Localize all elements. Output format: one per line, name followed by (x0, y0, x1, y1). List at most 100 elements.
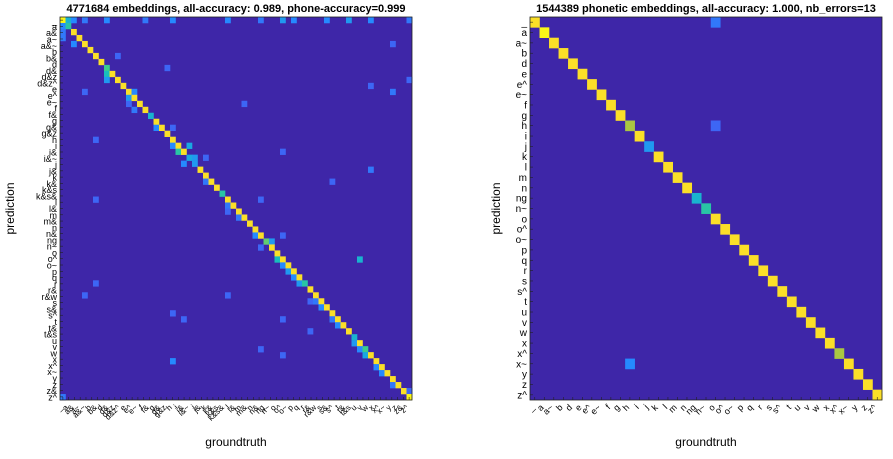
y-tick-label: f (54, 104, 57, 114)
heatmap-cell (60, 28, 66, 36)
y-tick-label: m& (44, 217, 58, 227)
heatmap-cell (872, 389, 883, 401)
heatmap-cell (834, 348, 845, 359)
y-tick-label: y (522, 370, 527, 381)
y-tick-label: x~ (47, 367, 57, 377)
x-tick-label: i (172, 403, 180, 411)
x-tick-label: d (95, 403, 105, 413)
heatmap-cell (219, 190, 226, 197)
heatmap-cell (634, 130, 645, 142)
y-tick-label: s (53, 298, 58, 308)
heatmap-cell (164, 64, 171, 72)
x-tick-label: a~ (541, 402, 555, 416)
heatmap-cell (230, 202, 237, 209)
heatmap-cell (186, 142, 193, 149)
heatmap-cell (104, 70, 110, 78)
y-tick-label: i (525, 132, 527, 143)
x-tick-label: z^ (865, 402, 879, 416)
y-tick-label: b (52, 47, 57, 57)
y-tick-label: e (52, 85, 57, 95)
x-tick-label: o~ (722, 402, 736, 416)
heatmap-cell (93, 280, 99, 287)
heatmap-cell (285, 268, 292, 275)
y-tick-label: ng (516, 194, 527, 205)
y-tick-label: j (524, 142, 527, 153)
y-tick-label: x~ (516, 359, 527, 370)
heatmap-cell (362, 346, 369, 353)
heatmap-cell (115, 52, 121, 60)
heatmap-cell (644, 141, 654, 152)
y-tick-label: _ (520, 18, 527, 29)
y-tick-label: r (524, 266, 528, 277)
confusion-matrix-left: 4771684 embeddings, all-accuracy: 0.989,… (3, 3, 413, 449)
heatmap-cell (729, 234, 740, 246)
heatmap-cell (395, 382, 402, 389)
x-tick-label: t (333, 403, 341, 411)
heatmap-cell (796, 306, 807, 318)
x-tick-label: w (359, 403, 370, 414)
y-tick-label: n~ (47, 242, 57, 252)
heatmap-cell (280, 17, 286, 24)
y-tick-label: a (521, 28, 527, 39)
heatmap-cell (843, 358, 854, 370)
heatmap-cell (710, 17, 721, 28)
y-tick-label: a~ (47, 35, 57, 45)
heatmap-cell (60, 34, 66, 42)
y-tick-label: q (52, 273, 57, 283)
heatmap-cell (65, 17, 72, 24)
heatmap-cell (335, 322, 341, 329)
y-tick-label: z (522, 380, 527, 391)
heatmap-cell (296, 280, 303, 287)
heatmap-cell (197, 166, 204, 173)
y-tick-label: f& (48, 110, 57, 120)
y-tick-label: x (53, 355, 58, 365)
x-tick-label: _ (525, 402, 537, 414)
heatmap-cell (596, 89, 607, 101)
heatmap-cell (164, 130, 171, 137)
heatmap-cell (280, 316, 286, 323)
heatmap-cell (203, 178, 209, 185)
x-tick-label: i (632, 402, 640, 410)
y-tick-label: k (522, 152, 528, 163)
heatmap-cell (170, 17, 176, 24)
x-tick-label: z (390, 403, 399, 412)
heatmap-cell (549, 37, 559, 49)
heatmap-cell (672, 172, 683, 183)
y-tick-label: y (53, 374, 58, 384)
y-tick-label: w (519, 328, 528, 339)
y-tick-label: k& (46, 179, 57, 189)
heatmap-cell (291, 268, 297, 275)
x-tick-label: h (164, 403, 174, 413)
y-tick-label: k&s (42, 185, 58, 195)
heatmap-cell (777, 286, 788, 297)
heatmap-cell (82, 17, 88, 24)
heatmap-cell (625, 358, 635, 370)
heatmap-cell (269, 238, 275, 245)
x-tick-label: h (621, 402, 632, 413)
y-tick-label: m (519, 173, 527, 184)
y-tick-label: t (524, 297, 527, 308)
heatmap-cell (313, 298, 319, 305)
heatmap-cell (76, 34, 83, 42)
x-tick-label: b (554, 402, 565, 413)
y-tick-label: b (521, 49, 527, 60)
x-tick-label: y (384, 403, 393, 412)
x-tick-label: t (784, 402, 793, 411)
heatmap-cell (313, 292, 319, 299)
heatmap-cell (192, 160, 198, 167)
heatmap-cell (126, 94, 132, 102)
heatmap-cell (247, 220, 253, 227)
heatmap-cell (307, 328, 314, 335)
y-tick-label: j& (48, 166, 57, 176)
heatmap-cell (682, 182, 693, 194)
x-tick-label: v (355, 403, 364, 412)
heatmap-cell (170, 142, 176, 149)
x-tick-label: m (667, 402, 679, 414)
heatmap-cell (82, 88, 88, 96)
x-tick-label: o (268, 403, 278, 413)
x-tick-label: s^ (770, 402, 784, 416)
x-tick-label: j (189, 403, 197, 411)
y-tick-label: h (521, 121, 527, 132)
heatmap-cell (318, 298, 325, 305)
